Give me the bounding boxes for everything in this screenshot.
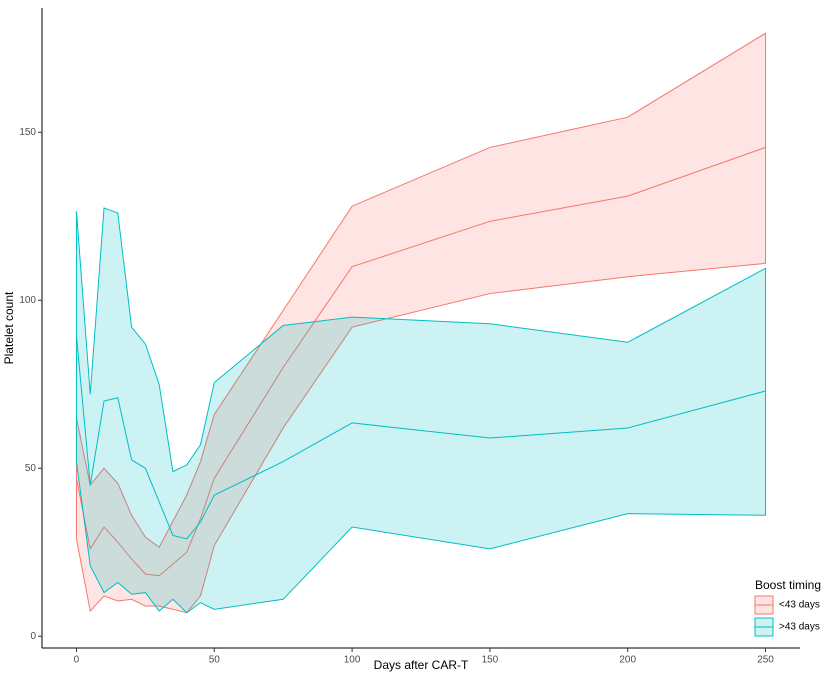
y-axis-title: Platelet count (2, 291, 16, 364)
legend-label: >43 days (779, 622, 820, 633)
y-tick-label: 0 (30, 631, 36, 642)
x-tick-label: 200 (619, 655, 636, 666)
x-tick-label: 50 (209, 655, 221, 666)
y-tick-label: 150 (19, 127, 36, 138)
x-tick-label: 150 (482, 655, 499, 666)
median-line (75, 146, 766, 577)
median-line (75, 335, 766, 540)
x-axis-title: Days after CAR-T (374, 658, 469, 672)
x-tick-label: 0 (74, 655, 80, 666)
x-tick-label: 100 (344, 655, 361, 666)
x-tick-label: 250 (757, 655, 774, 666)
ribbon-band (75, 207, 767, 614)
y-tick-label: 100 (19, 295, 36, 306)
ribbon-band (75, 32, 767, 614)
legend-label: <43 days (779, 600, 820, 611)
legend-title: Boost timing (755, 578, 821, 592)
y-tick-label: 50 (25, 463, 37, 474)
